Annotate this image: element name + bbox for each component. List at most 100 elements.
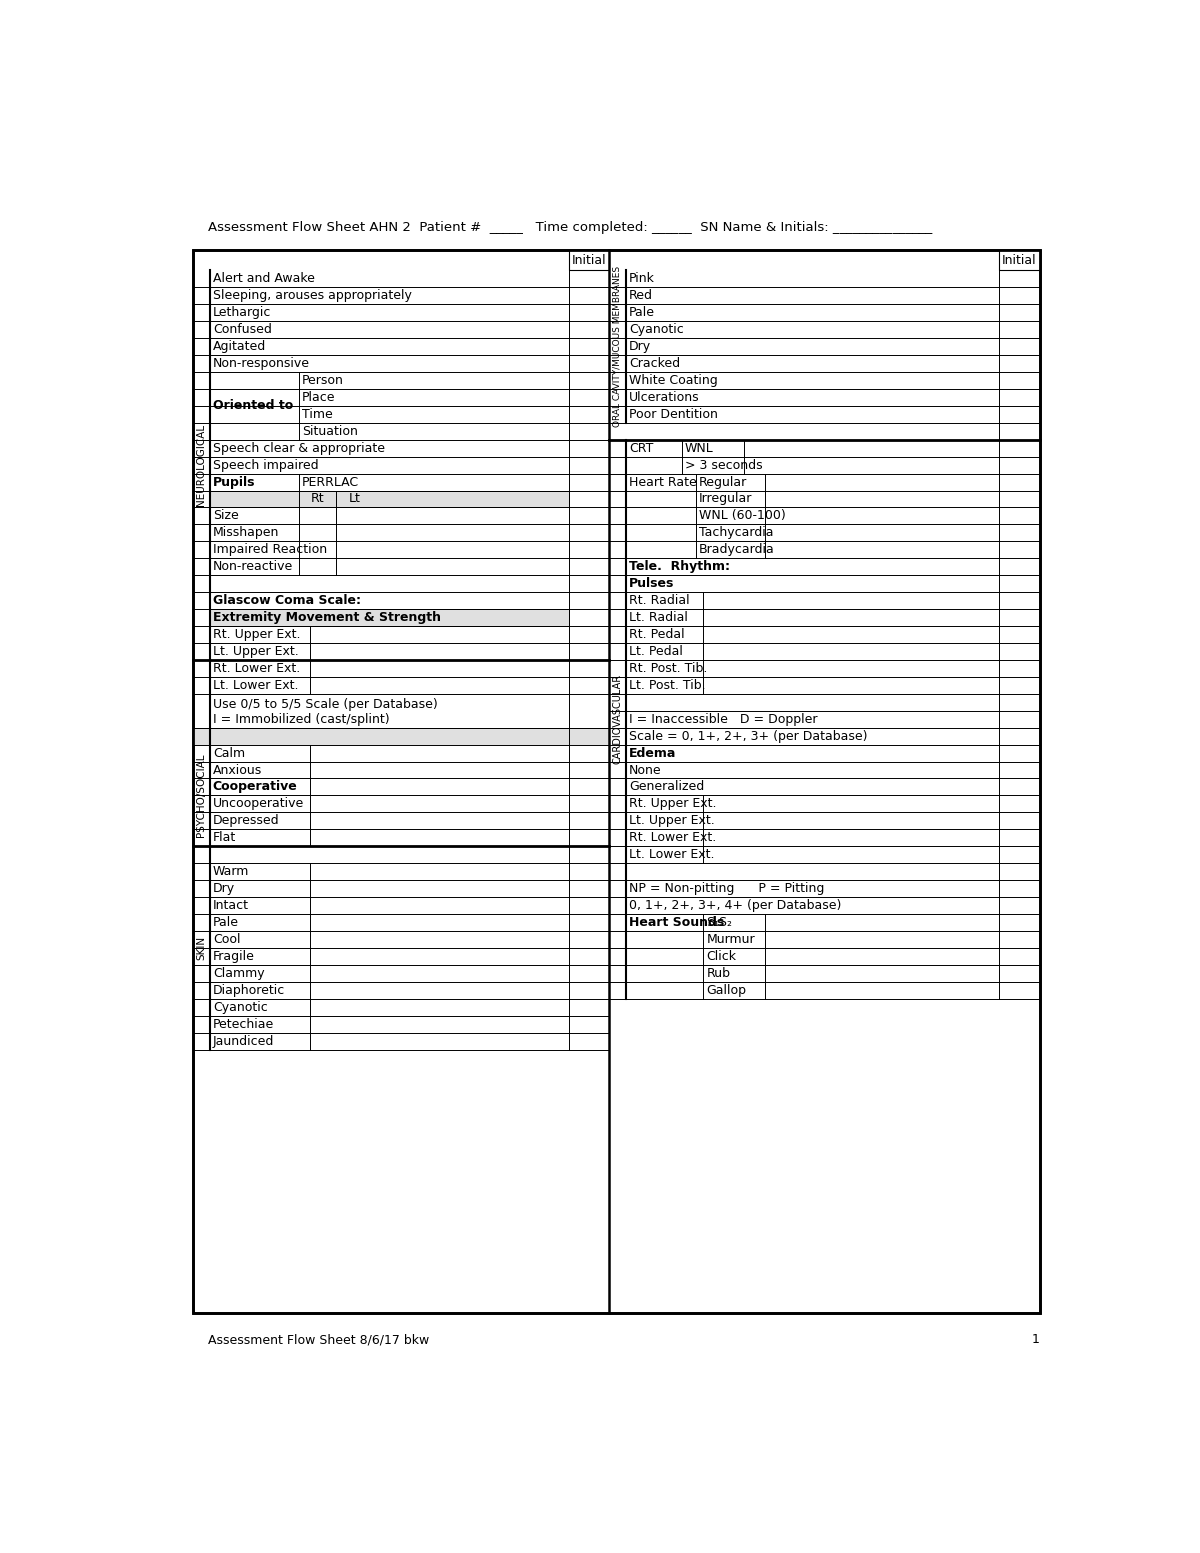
Text: Assessment Flow Sheet 8/6/17 bkw: Assessment Flow Sheet 8/6/17 bkw [208, 1334, 430, 1346]
Text: Pale: Pale [212, 916, 239, 929]
Text: Regular: Regular [698, 475, 746, 489]
Text: Non-responsive: Non-responsive [212, 357, 310, 370]
Text: Glascow Coma Scale:: Glascow Coma Scale: [212, 595, 361, 607]
Text: Pupils: Pupils [212, 475, 256, 489]
Text: Size: Size [212, 509, 239, 522]
Bar [1000, 250, 1039, 270]
Text: SKIN: SKIN [196, 936, 206, 960]
Text: WNL (60-100): WNL (60-100) [698, 509, 786, 522]
Text: Lt: Lt [349, 492, 360, 505]
Text: Edema: Edema [629, 747, 677, 759]
Text: Rt. Upper Ext.: Rt. Upper Ext. [212, 627, 300, 641]
Text: I = Immobilized (cast/splint): I = Immobilized (cast/splint) [212, 713, 389, 725]
Text: Heart Rate: Heart Rate [629, 475, 697, 489]
Bar [569, 250, 608, 270]
Text: Rt. Lower Ext.: Rt. Lower Ext. [629, 831, 716, 845]
Text: Cyanotic: Cyanotic [629, 323, 684, 335]
Text: Speech clear & appropriate: Speech clear & appropriate [212, 441, 385, 455]
Text: Cracked: Cracked [629, 357, 680, 370]
Text: Tele.  Rhythm:: Tele. Rhythm: [629, 561, 730, 573]
Text: NEUROLOGICAL: NEUROLOGICAL [196, 424, 206, 506]
Text: Diaphoretic: Diaphoretic [212, 983, 286, 997]
Text: Lt. Lower Ext.: Lt. Lower Ext. [629, 848, 714, 862]
Text: Poor Dentition: Poor Dentition [629, 408, 718, 421]
Text: Uncooperative: Uncooperative [212, 797, 304, 811]
Text: 0, 1+, 2+, 3+, 4+ (per Database): 0, 1+, 2+, 3+, 4+ (per Database) [629, 899, 841, 912]
Text: Clammy: Clammy [212, 968, 264, 980]
Text: Jaundiced: Jaundiced [212, 1034, 274, 1048]
Text: Agitated: Agitated [212, 340, 266, 353]
Text: Irregular: Irregular [698, 492, 752, 505]
Bar [193, 728, 608, 744]
Text: CRT: CRT [629, 441, 653, 455]
Bar [193, 250, 1039, 1312]
Text: None: None [629, 764, 661, 776]
Text: Depressed: Depressed [212, 814, 280, 828]
Text: Rt. Upper Ext.: Rt. Upper Ext. [629, 797, 716, 811]
Text: Lt. Upper Ext.: Lt. Upper Ext. [212, 644, 299, 658]
Text: CARDIOVASCULAR: CARDIOVASCULAR [612, 674, 623, 764]
Text: Flat: Flat [212, 831, 236, 845]
Text: Rub: Rub [707, 968, 731, 980]
Text: Time: Time [302, 408, 332, 421]
Text: Warm: Warm [212, 865, 250, 877]
Text: Place: Place [302, 391, 336, 404]
Text: Scale = 0, 1+, 2+, 3+ (per Database): Scale = 0, 1+, 2+, 3+ (per Database) [629, 730, 868, 742]
Text: Lt. Post. Tib.: Lt. Post. Tib. [629, 679, 706, 691]
Text: Lt. Lower Ext.: Lt. Lower Ext. [212, 679, 299, 691]
Text: Intact: Intact [212, 899, 248, 912]
Text: White Coating: White Coating [629, 374, 718, 387]
Text: Bradycardia: Bradycardia [698, 544, 774, 556]
Text: Cyanotic: Cyanotic [212, 1000, 268, 1014]
Text: Extremity Movement & Strength: Extremity Movement & Strength [212, 610, 440, 624]
Text: Calm: Calm [212, 747, 245, 759]
Text: PSYCHO/SOCIAL: PSYCHO/SOCIAL [196, 753, 206, 837]
Text: Rt. Post. Tib.: Rt. Post. Tib. [629, 662, 707, 676]
Text: Person: Person [302, 374, 343, 387]
Bar [193, 250, 1039, 1312]
Text: Situation: Situation [302, 424, 358, 438]
Text: 1: 1 [1032, 1334, 1039, 1346]
Text: Oriented to: Oriented to [212, 399, 293, 412]
Text: Rt. Lower Ext.: Rt. Lower Ext. [212, 662, 300, 676]
Text: Lt. Upper Ext.: Lt. Upper Ext. [629, 814, 715, 828]
Text: Tachycardia: Tachycardia [698, 526, 773, 539]
Text: Non-reactive: Non-reactive [212, 561, 293, 573]
Text: Murmur: Murmur [707, 933, 755, 946]
Text: ORAL CAVITY/MUCOUS MEMBRANES: ORAL CAVITY/MUCOUS MEMBRANES [613, 266, 622, 427]
Text: Cooperative: Cooperative [212, 781, 298, 794]
Text: WNL: WNL [685, 441, 714, 455]
Text: Pulses: Pulses [629, 578, 674, 590]
Text: Lt. Pedal: Lt. Pedal [629, 644, 683, 658]
Text: S₁S₂: S₁S₂ [707, 916, 732, 929]
Text: Speech impaired: Speech impaired [212, 458, 318, 472]
Bar [210, 491, 569, 508]
Text: Impaired Reaction: Impaired Reaction [212, 544, 326, 556]
Text: Lt. Radial: Lt. Radial [629, 610, 688, 624]
Text: Ulcerations: Ulcerations [629, 391, 700, 404]
Text: Pale: Pale [629, 306, 655, 318]
Text: Heart Sounds: Heart Sounds [629, 916, 725, 929]
Text: Cool: Cool [212, 933, 240, 946]
Text: Fragile: Fragile [212, 950, 254, 963]
Text: Generalized: Generalized [629, 781, 704, 794]
Text: Red: Red [629, 289, 653, 303]
Text: NP = Non-pitting      P = Pitting: NP = Non-pitting P = Pitting [629, 882, 824, 895]
Text: Rt. Pedal: Rt. Pedal [629, 627, 684, 641]
Text: Lethargic: Lethargic [212, 306, 271, 318]
Text: Petechiae: Petechiae [212, 1017, 274, 1031]
Text: Initial: Initial [571, 253, 606, 267]
Text: Gallop: Gallop [707, 983, 746, 997]
Text: Anxious: Anxious [212, 764, 262, 776]
Text: Pink: Pink [629, 272, 655, 286]
Text: Initial: Initial [1002, 253, 1037, 267]
Bar [210, 609, 569, 626]
Text: Rt. Radial: Rt. Radial [629, 595, 690, 607]
Text: Alert and Awake: Alert and Awake [212, 272, 314, 286]
Text: Dry: Dry [629, 340, 652, 353]
Text: Misshapen: Misshapen [212, 526, 280, 539]
Text: Dry: Dry [212, 882, 235, 895]
Text: Assessment Flow Sheet AHN 2  Patient #  _____   Time completed: ______  SN Name : Assessment Flow Sheet AHN 2 Patient # __… [208, 221, 932, 233]
Text: Click: Click [707, 950, 737, 963]
Text: Use 0/5 to 5/5 Scale (per Database): Use 0/5 to 5/5 Scale (per Database) [212, 699, 438, 711]
